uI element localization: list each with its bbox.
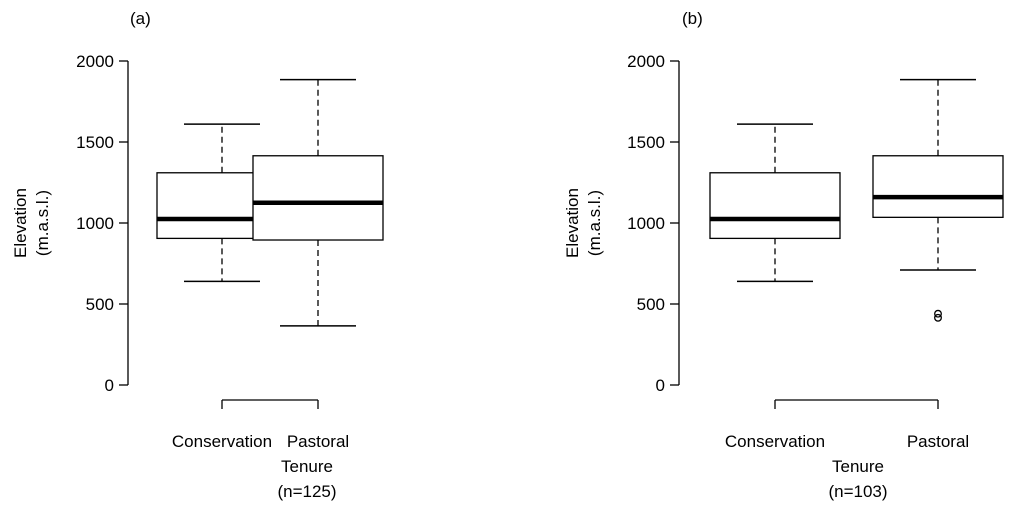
- iqr-box: [252, 155, 384, 241]
- y-tick-label: 1000: [627, 214, 665, 233]
- x-axis-label: Tenure: [281, 457, 333, 476]
- x-category-label: Pastoral: [287, 432, 349, 451]
- outlier-point: [934, 309, 942, 318]
- box-pastoral: [252, 78, 384, 327]
- x-category-label: Conservation: [725, 432, 825, 451]
- x-axis-sample-size: (n=103): [828, 482, 887, 501]
- y-tick-label: 500: [86, 295, 114, 314]
- y-tick-label: 2000: [76, 52, 114, 71]
- y-tick-label: 2000: [627, 52, 665, 71]
- y-axis-units-label: (m.a.s.l.): [33, 190, 52, 256]
- y-axis-label: Elevation: [11, 188, 30, 258]
- y-axis-label: Elevation: [563, 188, 582, 258]
- y-tick-label: 1500: [627, 133, 665, 152]
- iqr-box: [709, 172, 841, 240]
- panel-label: (a): [130, 9, 151, 28]
- y-tick-label: 0: [656, 376, 665, 395]
- panel-a: (a) 0 500 1000 1500 2000 Elevation (m.a.s.l.) Co…: [11, 9, 384, 501]
- y-axis-units-label: (m.a.s.l.): [585, 190, 604, 256]
- panel-label: (b): [682, 9, 703, 28]
- y-tick-label: 1000: [76, 214, 114, 233]
- x-axis-sample-size: (n=125): [277, 482, 336, 501]
- y-tick-label: 1500: [76, 133, 114, 152]
- y-tick-label: 500: [637, 295, 665, 314]
- iqr-box: [872, 155, 1004, 218]
- outlier-point: [934, 313, 942, 322]
- panel-b: (b) 0 500 1000 1500 2000 Elevation (m.a.s.l.) Co…: [563, 9, 1004, 501]
- x-category-label: Pastoral: [907, 432, 969, 451]
- box-pastoral: [872, 78, 1004, 322]
- x-axis-label: Tenure: [832, 457, 884, 476]
- box-conservation: [709, 123, 841, 283]
- y-tick-label: 0: [105, 376, 114, 395]
- x-category-label: Conservation: [172, 432, 272, 451]
